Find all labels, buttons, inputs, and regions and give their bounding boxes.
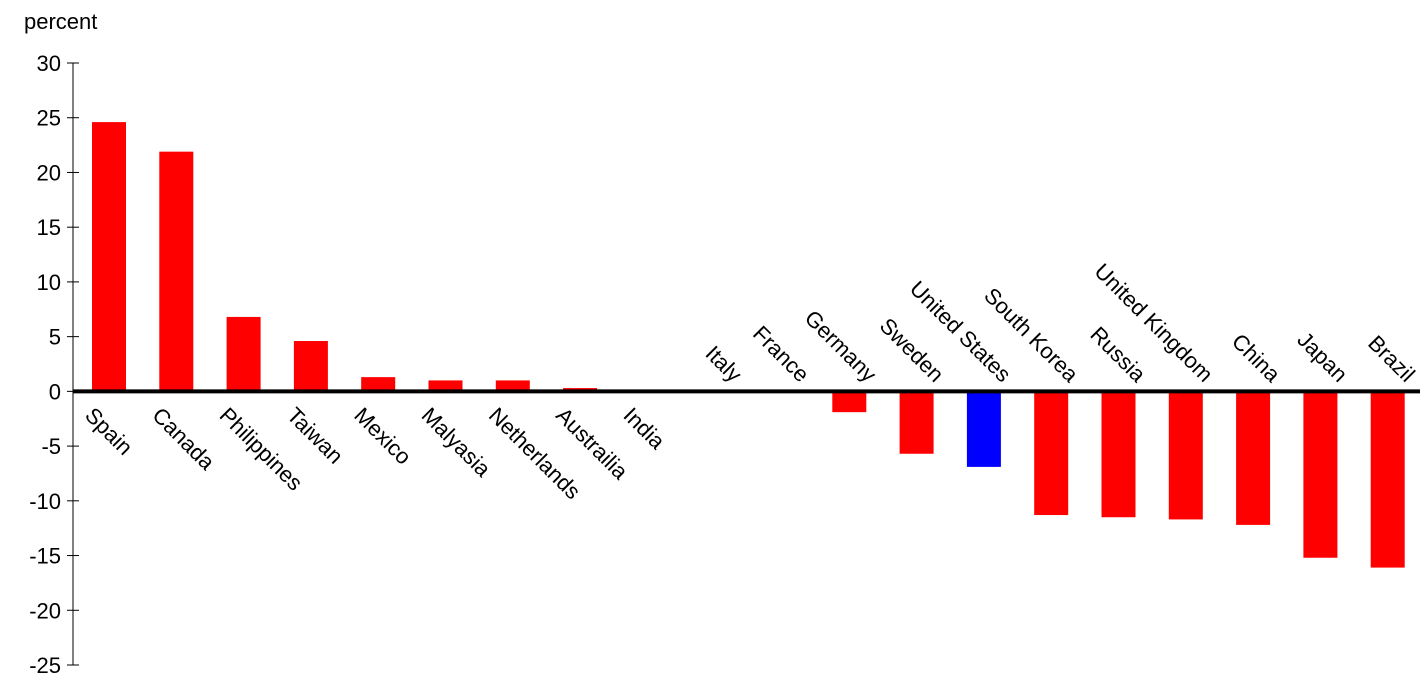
category-label-spain: Spain [80, 403, 137, 460]
category-label-taiwan: Taiwan [282, 403, 348, 469]
bar-united-kingdom [1168, 391, 1203, 520]
y-tick-label: -5 [41, 434, 61, 459]
y-tick-label: 10 [37, 270, 61, 295]
bar-netherlands [495, 380, 530, 392]
bar-malyasia [428, 380, 463, 392]
y-tick-label: -25 [29, 653, 61, 678]
y-tick-label: -15 [29, 544, 61, 569]
bars [92, 122, 1405, 568]
y-tick-label: 15 [37, 215, 61, 240]
category-label-japan: Japan [1292, 327, 1352, 387]
category-label-italy: Italy [701, 341, 747, 387]
category-label-brazil: Brazil [1363, 330, 1420, 387]
bar-taiwan [293, 341, 328, 392]
bar-canada [159, 151, 194, 392]
y-tick-label: 20 [37, 160, 61, 185]
bar-brazil [1370, 391, 1405, 568]
y-axis: 30 25 20 15 10 5 0 -5 -10 -15 -20 -25 [29, 51, 79, 678]
category-label-mexico: Mexico [349, 403, 416, 470]
bar-south-korea [1034, 391, 1069, 516]
category-label-united-kingdom: United Kingdom [1090, 259, 1218, 387]
bar-russia [1101, 391, 1136, 518]
category-label-india: India [619, 403, 671, 455]
bar-mexico [361, 377, 396, 392]
bar-sweden [899, 391, 934, 454]
bar-japan [1303, 391, 1338, 558]
y-tick-label: 25 [37, 106, 61, 131]
category-label-canada: Canada [147, 403, 220, 476]
y-tick-label: -20 [29, 598, 61, 623]
y-tick-label: 30 [37, 51, 61, 76]
category-label-china: China [1227, 329, 1286, 388]
y-tick-label: 5 [49, 325, 61, 350]
category-label-russia: Russia [1085, 322, 1151, 388]
category-label-malyasia: Malyasia [417, 403, 497, 483]
bar-united-states [966, 391, 1001, 467]
y-tick-label: -10 [29, 489, 61, 514]
y-axis-label: percent [24, 9, 97, 34]
category-label-germany: Germany [800, 305, 882, 387]
bar-philippines [226, 316, 261, 392]
category-label-france: France [748, 321, 814, 387]
bar-china [1236, 391, 1271, 525]
bar-spain [92, 122, 126, 392]
y-tick-label: 0 [49, 379, 61, 404]
bar-germany [832, 391, 867, 413]
